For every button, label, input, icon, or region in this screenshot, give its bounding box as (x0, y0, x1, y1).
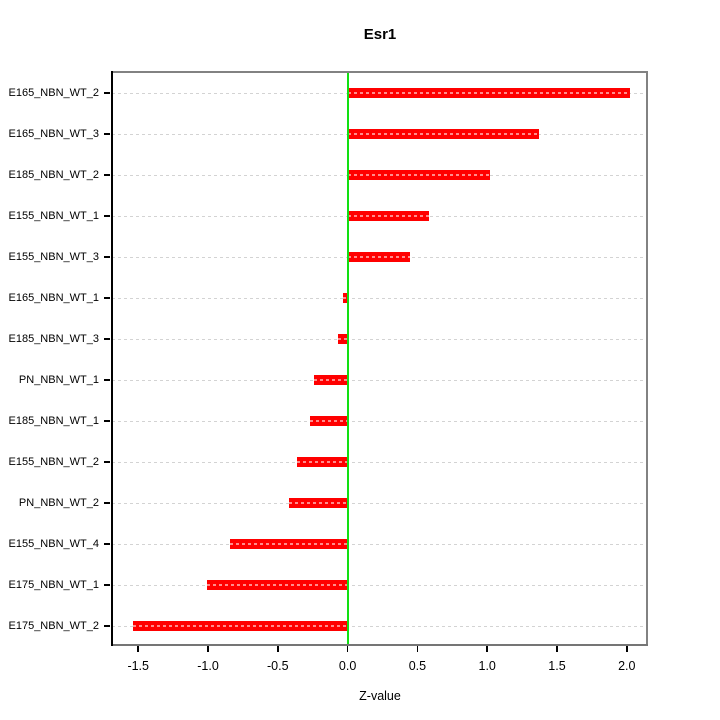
y-axis-category-label: E175_NBN_WT_2 (8, 620, 100, 632)
x-axis-tick (486, 646, 488, 652)
y-axis-category-label: PN_NBN_WT_2 (18, 497, 99, 509)
x-axis-tick-label: -1.5 (127, 659, 149, 673)
x-axis-tick-label: 2.0 (618, 659, 636, 673)
zero-line (346, 71, 349, 646)
gridline (112, 543, 647, 545)
y-axis-tick (104, 133, 110, 135)
x-axis-tick (277, 646, 279, 652)
y-axis-tick (104, 584, 110, 586)
bar-gridline-overlay (230, 543, 348, 545)
bar (288, 498, 348, 508)
y-axis-category-label: PN_NBN_WT_1 (18, 374, 99, 386)
bar-gridline-overlay (132, 625, 348, 627)
bar-gridline-overlay (347, 215, 429, 217)
y-axis-tick (104, 502, 110, 504)
y-axis-tick (104, 174, 110, 176)
bar (347, 129, 539, 139)
y-axis-category-label: E165_NBN_WT_1 (8, 292, 100, 304)
bar (343, 293, 348, 303)
gridline (112, 379, 647, 381)
x-axis-tick-label: 1.0 (478, 659, 496, 673)
y-axis-category-label: E165_NBN_WT_3 (8, 128, 100, 140)
bar (314, 375, 348, 385)
x-axis-tick-label: 0.5 (408, 659, 427, 673)
bar-gridline-overlay (347, 133, 539, 135)
bar-gridline-overlay (206, 584, 348, 586)
bar-gridline-overlay (343, 297, 348, 299)
y-axis-category-label: E165_NBN_WT_2 (8, 87, 100, 99)
y-axis-tick (104, 379, 110, 381)
y-axis-tick (104, 215, 110, 217)
bar-gridline-overlay (347, 174, 490, 176)
bar-gridline-overlay (347, 92, 630, 94)
x-axis-tick (207, 646, 209, 652)
bar-gridline-overlay (314, 379, 348, 381)
x-axis-tick-label: 0.0 (338, 659, 357, 673)
gridline (112, 625, 647, 627)
bar-gridline-overlay (309, 420, 348, 422)
y-axis-tick (104, 461, 110, 463)
x-axis-tick (346, 646, 349, 652)
bar (230, 539, 348, 549)
y-axis-tick (104, 625, 110, 627)
y-axis-category-label: E185_NBN_WT_3 (8, 333, 100, 345)
y-axis-tick (104, 338, 110, 340)
bar-gridline-overlay (288, 502, 348, 504)
bar (347, 170, 490, 180)
y-axis-category-label: E185_NBN_WT_1 (8, 415, 100, 427)
y-axis-category-label: E155_NBN_WT_3 (8, 251, 100, 263)
gridline (112, 420, 647, 422)
x-axis-tick-label: 1.5 (548, 659, 566, 673)
x-axis-tick (626, 646, 628, 652)
x-axis-tick-label: -0.5 (267, 659, 289, 673)
plot-border-bottom (111, 644, 648, 646)
gridline (112, 338, 647, 340)
bar-gridline-overlay (347, 256, 411, 258)
plot-border-right (646, 71, 648, 646)
x-axis-tick (556, 646, 558, 652)
y-axis-category-label: E185_NBN_WT_2 (8, 169, 100, 181)
gridline (112, 502, 647, 504)
gridline (112, 584, 647, 586)
y-axis-category-label: E175_NBN_WT_1 (8, 579, 100, 591)
chart-title: Esr1 (363, 26, 397, 43)
y-axis-category-label: E155_NBN_WT_2 (8, 456, 100, 468)
plot-area: E165_NBN_WT_2 E165_NBN_WT_3 E185_NBN_WT_2 E… (9, 71, 648, 673)
y-axis-tick (104, 420, 110, 422)
y-axis-line (111, 71, 113, 646)
plot-border-top (111, 71, 648, 73)
bar (297, 457, 348, 467)
y-axis-category-label: E155_NBN_WT_4 (8, 538, 100, 550)
x-axis-tick-label: -1.0 (197, 659, 219, 673)
gridline (112, 461, 647, 463)
bar (347, 88, 630, 98)
bar (309, 416, 348, 426)
bar (337, 334, 348, 344)
bar-gridline-overlay (337, 338, 348, 340)
y-axis-tick (104, 297, 110, 299)
x-axis-tick (416, 646, 419, 652)
y-axis-category-label: E155_NBN_WT_1 (8, 210, 100, 222)
gridline (112, 297, 647, 299)
bar (206, 580, 348, 590)
bar (347, 211, 429, 221)
x-axis-tick (137, 646, 139, 652)
bar (132, 621, 348, 631)
x-axis-label: Z-value (359, 689, 401, 703)
bar (347, 252, 411, 262)
y-axis-tick (104, 92, 110, 94)
y-axis-tick (104, 256, 110, 258)
y-axis-tick (104, 543, 110, 545)
bar-gridline-overlay (297, 461, 348, 463)
